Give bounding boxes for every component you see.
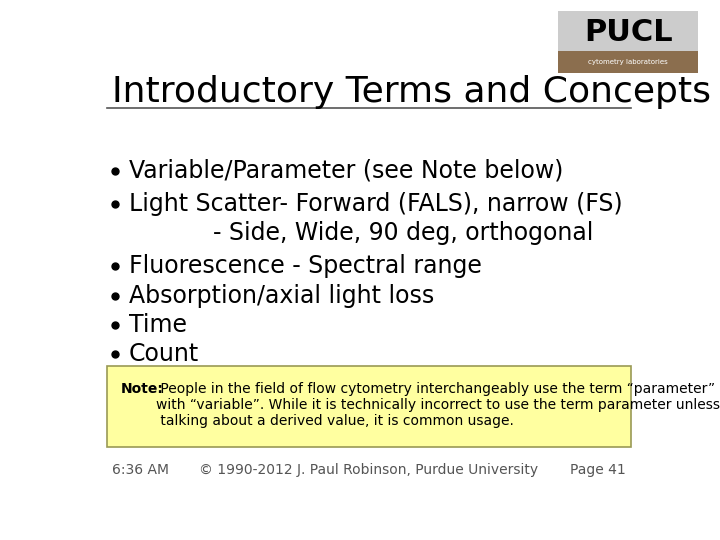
Text: Introductory Terms and Concepts: Introductory Terms and Concepts (112, 75, 711, 109)
Text: 6:36 AM: 6:36 AM (112, 463, 169, 477)
Text: cytometry laboratories: cytometry laboratories (588, 59, 668, 65)
Text: Variable/Parameter (see Note below): Variable/Parameter (see Note below) (129, 159, 564, 183)
Text: Count: Count (129, 342, 199, 366)
Text: Fluorescence - Spectral range: Fluorescence - Spectral range (129, 254, 482, 279)
Text: People in the field of flow cytometry interchangeably use the term “parameter”
w: People in the field of flow cytometry in… (156, 382, 720, 428)
FancyBboxPatch shape (558, 51, 698, 73)
Text: Note:: Note: (121, 382, 163, 396)
FancyBboxPatch shape (107, 366, 631, 447)
Text: Absorption/axial light loss: Absorption/axial light loss (129, 284, 434, 308)
Text: © 1990-2012 J. Paul Robinson, Purdue University: © 1990-2012 J. Paul Robinson, Purdue Uni… (199, 463, 539, 477)
Text: - Side, Wide, 90 deg, orthogonal: - Side, Wide, 90 deg, orthogonal (213, 221, 593, 245)
Text: PUCL: PUCL (584, 18, 672, 47)
Text: Time: Time (129, 313, 187, 336)
FancyBboxPatch shape (558, 11, 698, 73)
Text: Light Scatter- Forward (FALS), narrow (FS): Light Scatter- Forward (FALS), narrow (F… (129, 192, 623, 216)
Text: Page 41: Page 41 (570, 463, 626, 477)
